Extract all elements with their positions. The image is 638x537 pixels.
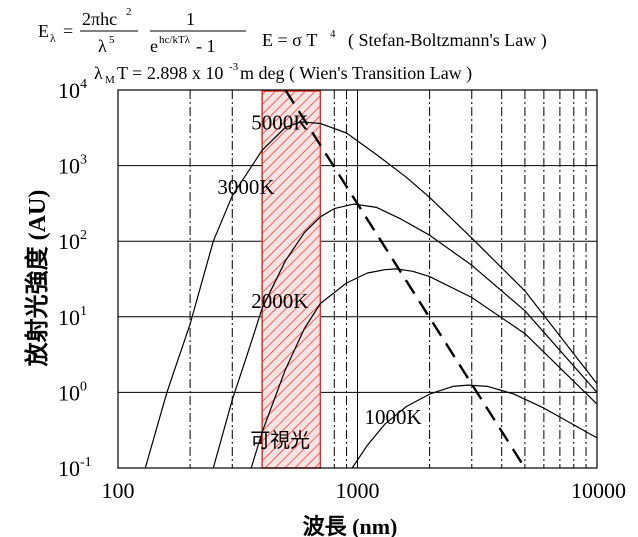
stefan-law-name: ( Stefan-Boltzmann's Law ) — [348, 30, 547, 51]
stefan-formula-text: E = σ T — [262, 30, 317, 50]
planck-numerator-exp: 2 — [126, 6, 132, 18]
y-tick-label: 104 — [58, 77, 87, 103]
planck-exp-tail: - 1 — [196, 36, 216, 56]
visible-light-label: 可視光 — [250, 429, 310, 452]
series-layer: 5000K 3000K 2000K 1000K — [144, 89, 598, 469]
stefan-formula-exp: 4 — [330, 28, 336, 40]
x-tick-label: 100 — [102, 478, 135, 503]
series-2000k-label: 2000K — [251, 289, 308, 313]
y-tick-label: 101 — [58, 304, 87, 330]
x-tick-label: 1000 — [336, 478, 380, 503]
y-tick-label: 103 — [58, 153, 87, 179]
plot-frame-layer — [117, 89, 598, 469]
tick-labels: 10-1 100 101 102 103 104 100 1000 10000 — [58, 77, 626, 503]
x-axis-label: 波長 (nm) — [303, 514, 398, 537]
visible-light-band-layer: 可視光 — [250, 90, 322, 469]
planck-exp-power: hc/kTλ — [159, 34, 191, 46]
series-3000k-curve — [212, 203, 598, 469]
wien-lambda-sub: M — [105, 74, 115, 86]
y-axis-label: 放射光強度 (AU) — [23, 190, 51, 368]
planck-numerator: 2πhc — [82, 9, 117, 29]
planck-denominator-exp: 5 — [109, 34, 115, 46]
series-5000k-curve — [144, 121, 598, 469]
planck-denominator: λ — [98, 36, 107, 56]
visible-light-band — [261, 90, 322, 469]
wien-formula: λ M T = 2.898 x 10 -3 m deg ( Wien's Tra… — [94, 61, 472, 86]
series-1000k-curve — [351, 384, 598, 469]
planck-equals: = — [63, 21, 73, 41]
planck-formula: E λ = 2πhc 2 λ 5 1 e hc/kTλ - 1 — [38, 6, 246, 56]
planck-numerator-2: 1 — [186, 9, 195, 29]
wien-lambda: λ — [94, 63, 103, 83]
wien-formula-text-2: m deg ( Wien's Transition Law ) — [240, 63, 472, 84]
y-tick-label: 10-1 — [58, 455, 92, 481]
planck-exp-base: e — [150, 36, 158, 56]
plot-frame — [117, 89, 598, 469]
planck-lhs-sub: λ — [50, 31, 56, 45]
planck-lhs: E — [38, 21, 49, 41]
series-2000k-curve — [250, 268, 598, 469]
x-tick-label: 10000 — [571, 478, 626, 503]
grid — [118, 90, 597, 468]
y-tick-label: 100 — [58, 379, 87, 405]
series-1000k-label: 1000K — [365, 405, 422, 429]
series-5000k-label: 5000K — [251, 111, 308, 135]
wien-formula-text-1: T = 2.898 x 10 — [117, 63, 223, 83]
stefan-boltzmann-formula: E = σ T 4 ( Stefan-Boltzmann's Law ) — [262, 28, 547, 51]
wien-formula-exp: -3 — [229, 61, 239, 73]
series-3000k-label: 3000K — [217, 175, 274, 199]
y-tick-label: 102 — [58, 228, 87, 254]
